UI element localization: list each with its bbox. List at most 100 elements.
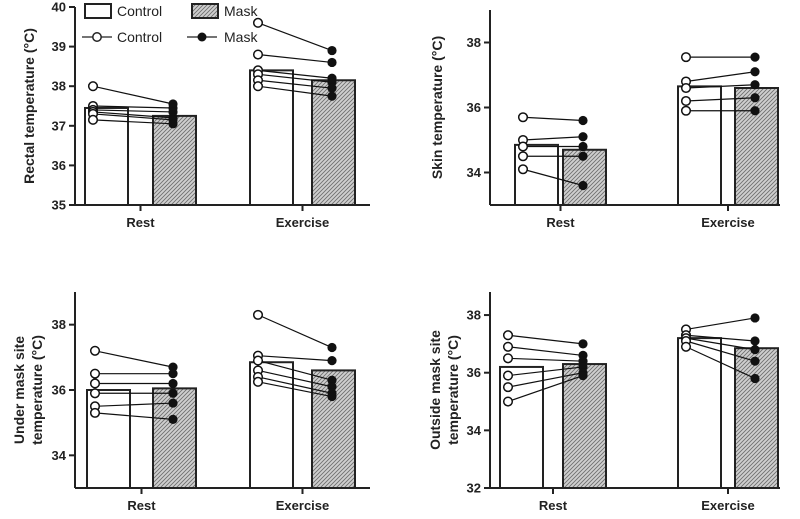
control-bar [677,337,722,489]
y-tick-label: 38 [467,308,481,323]
control-point [502,382,514,393]
control-point [252,309,264,320]
control-point [89,388,101,399]
y-axis-label: Rectal temperature (°C) [21,28,37,184]
y-tick-label: 36 [52,383,66,398]
mask-point [168,369,178,379]
y-axis-label: Skin temperature (°C) [429,36,445,179]
mask-point [750,106,760,116]
mask-bar [152,114,197,206]
mask-point [750,313,760,323]
mask-point [578,339,588,349]
control-bar [249,69,294,206]
y-tick-label: 40 [52,0,66,15]
pair-line [257,85,333,97]
legend-mask-bar-swatch [191,3,219,19]
control-point [89,345,101,356]
control-point [252,49,264,60]
pair-line [685,334,756,342]
mask-point [750,80,760,90]
y-tick-label: 39 [52,39,66,54]
y-axis-label: temperature (°C) [445,335,461,445]
control-point [517,141,529,152]
mask-point [327,45,337,56]
x-tick-label: Exercise [276,498,330,513]
pair-line [92,105,174,109]
mask-point [578,370,588,381]
x-tick-label: Rest [546,215,575,230]
control-point [502,330,514,341]
mask-point [168,378,178,389]
x-tick-label: Rest [126,215,155,230]
outside-mask-temperature-panel: 32 34 36 38 Rest Exercise Outside mask site tem… [427,292,780,513]
pair-line [685,346,756,380]
mask-point [168,362,178,372]
control-point [680,341,692,352]
pair-line [92,111,174,119]
pair-line [685,71,756,83]
control-point [517,164,529,175]
mask-point [750,356,760,366]
pair-line [257,381,333,398]
y-tick-label: 38 [52,79,66,94]
mask-point [750,67,760,77]
y-axis-label: Under mask site [11,336,27,444]
pair-line [257,22,333,52]
mask-point [327,83,337,93]
pair-line [507,375,584,403]
skin-temperature-panel: 34 36 38 Rest Exercise Skin temperature (°C) [429,10,780,230]
control-point [87,81,99,92]
mask-bar [734,347,779,489]
y-tick-label: 38 [52,317,66,332]
y-tick-label: 38 [467,35,481,50]
mask-point [578,180,588,191]
x-tick-label: Rest [127,498,156,513]
pair-line [94,412,174,420]
y-tick-label: 34 [52,448,67,463]
mask-point [327,382,337,392]
control-point [502,341,514,352]
control-point [502,370,514,381]
legend-mask-dot-label: Mask [224,29,258,45]
y-tick-label: 32 [467,481,481,496]
pair-line [257,376,333,394]
y-tick-label: 36 [467,100,481,115]
control-point [517,151,529,162]
x-tick-label: Exercise [276,215,330,230]
control-point [89,407,101,418]
pair-line [92,85,174,105]
y-tick-label: 34 [467,423,482,438]
pair-line [257,73,333,83]
mask-point [327,356,337,366]
mask-point [168,398,178,408]
control-point [680,105,692,116]
pair-line [522,116,584,122]
mask-point [327,391,337,402]
pair-line [92,109,174,113]
x-tick-label: Exercise [701,498,755,513]
pair-line [257,369,333,388]
y-tick-label: 36 [52,158,66,173]
pair-line [94,402,174,407]
control-point [89,378,101,389]
mask-point [168,414,178,424]
legend-control-bar-label: Control [117,3,162,19]
y-tick-label: 34 [467,165,482,180]
legend-control-dot-marker [92,32,102,42]
pair-line [257,53,333,64]
y-tick-label: 35 [52,198,66,213]
mask-point [168,388,178,398]
pair-line [685,337,756,351]
pair-line [257,79,333,89]
mask-point [578,132,588,142]
pair-line [685,317,756,331]
y-tick-label: 37 [52,118,66,133]
mask-point [327,342,337,353]
control-point [87,114,99,125]
pair-line [92,119,174,125]
control-point [680,82,692,94]
control-point [680,95,692,107]
mask-point [578,151,588,161]
pair-line [685,340,756,362]
